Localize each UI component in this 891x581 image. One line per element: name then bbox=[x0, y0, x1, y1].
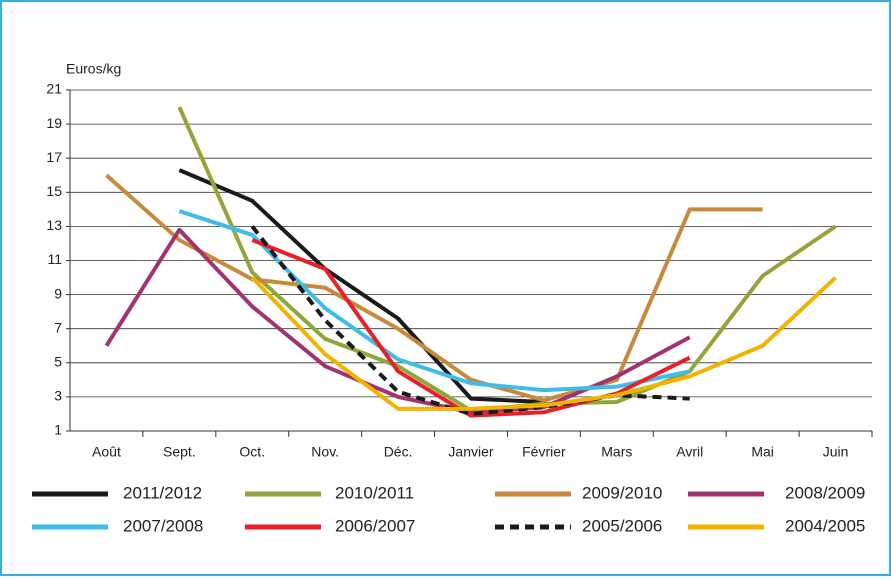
x-tick-label: Avril bbox=[676, 444, 703, 460]
x-tick-label: Janvier bbox=[448, 444, 493, 460]
legend-label: 2010/2011 bbox=[335, 483, 414, 502]
series-line bbox=[178, 209, 691, 393]
series-line bbox=[250, 276, 837, 411]
legend-label: 2007/2008 bbox=[123, 516, 203, 535]
x-tick-label: Mars bbox=[601, 444, 632, 460]
y-tick-label: 15 bbox=[46, 183, 62, 199]
legend-label: 2008/2009 bbox=[785, 483, 865, 502]
x-tick-label: Nov. bbox=[311, 444, 339, 460]
series-line bbox=[105, 173, 763, 403]
x-tick-label: Déc. bbox=[384, 444, 413, 460]
legend-label: 2006/2007 bbox=[335, 516, 415, 535]
y-tick-label: 3 bbox=[54, 388, 62, 404]
x-tick-label: Juin bbox=[823, 444, 849, 460]
x-tick-label: Août bbox=[92, 444, 121, 460]
y-tick-label: 11 bbox=[47, 251, 62, 267]
y-tick-label: 1 bbox=[54, 422, 62, 438]
y-tick-label: 5 bbox=[54, 354, 62, 370]
y-tick-label: 19 bbox=[46, 115, 62, 131]
x-tick-label: Février bbox=[522, 444, 566, 460]
x-tick-label: Oct. bbox=[239, 444, 265, 460]
legend-label: 2009/2010 bbox=[582, 483, 662, 502]
y-tick-label: 7 bbox=[54, 319, 62, 335]
series-line bbox=[178, 168, 545, 405]
y-tick-label: 21 bbox=[46, 81, 62, 97]
y-tick-label: 17 bbox=[46, 149, 62, 165]
y-axis-label: Euros/kg bbox=[66, 61, 121, 77]
x-tick-label: Mai bbox=[751, 444, 774, 460]
legend-label: 2005/2006 bbox=[582, 516, 662, 535]
y-tick-label: 9 bbox=[54, 285, 62, 301]
y-tick-label: 13 bbox=[46, 217, 62, 233]
legend-label: 2011/2012 bbox=[123, 483, 202, 502]
legend-label: 2004/2005 bbox=[785, 516, 865, 535]
x-tick-label: Sept. bbox=[163, 444, 196, 460]
